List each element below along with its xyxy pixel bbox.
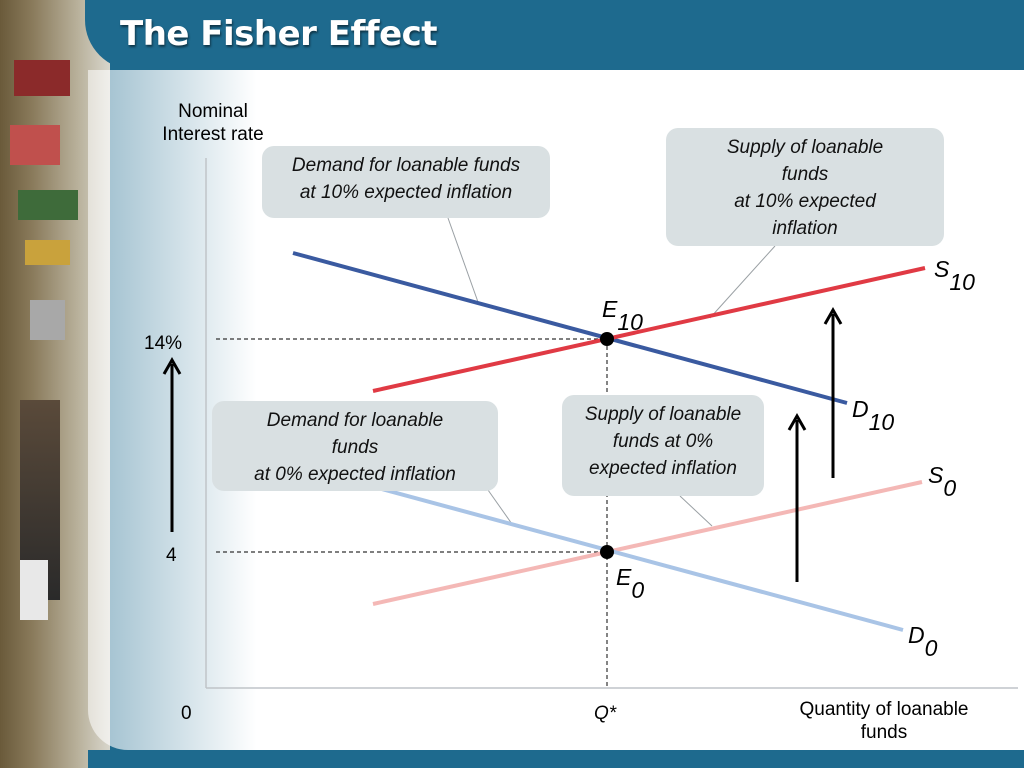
callout-demand-0-line2: funds [331,437,379,458]
tick-4: 4 [166,545,177,566]
street-sign-decoration [10,125,60,165]
leader-supply-10 [709,245,776,319]
label-s0-letter: S [928,462,944,488]
interest-rate-up-arrowhead [162,356,182,375]
label-d0-subscript: 0 [924,635,938,661]
label-e10-letter: E [602,296,618,322]
callout-demand-10-line2: at 10% expected inflation [299,182,513,203]
equilibrium-point-e0 [600,545,614,559]
callout-demand-0-line3: at 0% expected inflation [254,464,456,485]
label-s10-subscript: 10 [949,269,975,295]
label-e0-letter: E [616,564,632,590]
supply-curve-10 [372,266,926,393]
y-axis-label-line1: Nominal [178,101,248,122]
page-title: The Fisher Effect [120,14,438,54]
crowd-decoration [20,560,48,620]
demand-curve-10 [292,251,848,405]
demand-curve-0 [377,486,904,632]
x-axis-label-line1: Quantity of loanable [799,699,969,720]
label-e0-subscript: 0 [631,577,645,603]
label-e0: E0 [616,564,644,603]
callout-supply-10-line3: at 10% expected [734,191,876,212]
demand-shift-up-arrowhead [787,412,807,431]
callout-demand-10: Demand for loanable funds at 10% expecte… [262,146,550,218]
callout-demand-0: Demand for loanable funds at 0% expected… [212,401,498,491]
y-axis-label-line2: Interest rate [162,124,264,145]
leader-demand-10 [447,217,479,303]
leader-demand-0 [487,489,513,525]
origin-label: 0 [181,703,192,724]
bottom-bar [88,750,1024,768]
callout-demand-10-line1: Demand for loanable funds [291,155,521,176]
x-axis-label-line2: funds [860,722,908,743]
label-d10: D10 [852,396,894,435]
label-d10-letter: D [852,396,869,422]
label-e10: E10 [602,296,643,335]
label-s0: S0 [928,462,956,501]
y-axis-label: Nominal Interest rate [146,100,280,146]
callout-supply-0-line3: expected inflation [589,458,737,479]
street-sign-decoration [14,60,70,96]
label-s0-subscript: 0 [943,475,957,501]
callout-supply-10-line1: Supply of loanable [726,137,884,158]
street-sign-decoration [25,240,70,265]
callout-supply-0: Supply of loanable funds at 0% expected … [562,395,764,496]
supply-shift-up-arrowhead [823,306,843,325]
q-star-label: Q* [594,703,617,724]
callout-supply-10-line4: inflation [772,218,838,239]
callout-supply-10: Supply of loanable funds at 10% expected… [666,128,944,246]
leader-supply-0 [679,495,713,527]
callout-supply-0-line2: funds at 0% [612,431,714,452]
x-axis-label: Quantity of loanable funds [776,698,992,744]
supply-curve-0 [372,480,923,606]
street-sign-decoration [30,300,65,340]
callout-supply-0-line1: Supply of loanable [584,404,742,425]
label-e10-subscript: 10 [617,309,643,335]
label-s10: S10 [934,256,975,295]
street-sign-decoration [18,190,78,220]
label-d0: D0 [908,622,937,661]
title-bar [85,0,1024,70]
label-d10-subscript: 10 [868,409,895,435]
label-s10-letter: S [934,256,950,282]
label-d0-letter: D [908,622,925,648]
tick-14-percent: 14% [144,333,183,354]
callout-demand-0-line1: Demand for loanable [266,410,444,431]
callout-supply-10-line2: funds [781,164,829,185]
equilibrium-point-e10 [600,332,614,346]
